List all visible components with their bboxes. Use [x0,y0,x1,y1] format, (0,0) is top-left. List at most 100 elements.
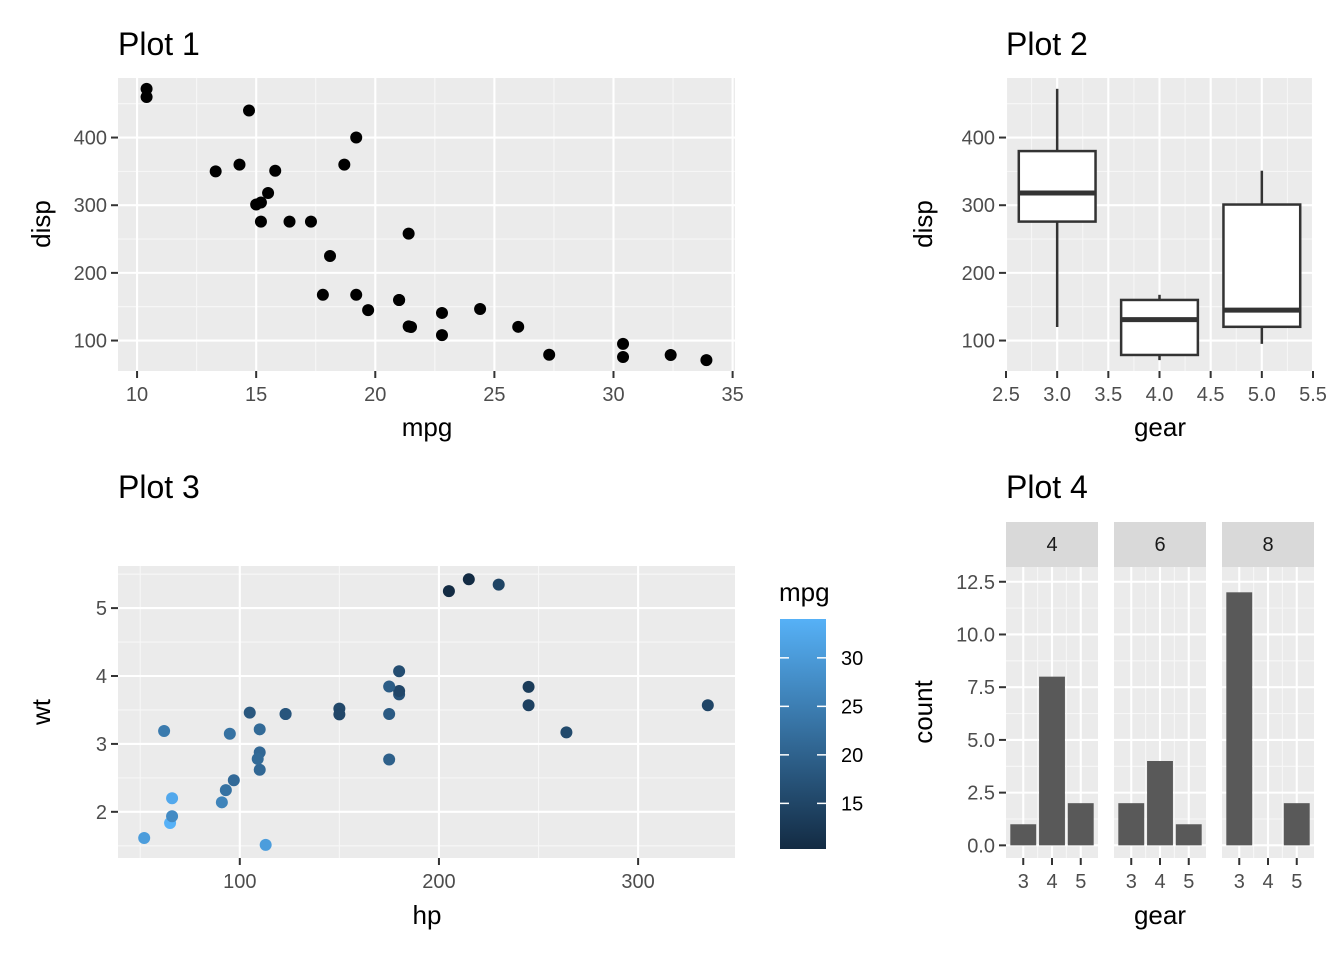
plot4-x-tick-label: 5 [1075,871,1086,893]
plot4-x-tick-label: 4 [1154,871,1165,893]
plot3-point [166,792,179,805]
plot2-x-tick-label: 3.0 [1043,384,1071,406]
plot1-x-tick-label: 15 [245,384,267,406]
plot1-point [362,304,375,317]
plot3-x-tick-label: 100 [223,871,256,893]
plot1-y-tick-label: 200 [74,263,107,285]
plot3-point [259,838,272,851]
plot4-bar [1118,803,1145,846]
plot2-x-axis-title: gear [1134,412,1186,442]
plot2-title: Plot 2 [1006,26,1088,62]
plot3-point [279,708,292,721]
plot1-point [435,306,448,319]
plot3-x-tick-label: 200 [422,871,455,893]
plot4-y-tick-label: 0.0 [967,835,995,857]
plot4-y-tick-label: 5.0 [967,730,995,752]
plot3-legend-title: mpg [779,577,830,607]
plot1-point [435,329,448,342]
plot2-y-tick-label: 300 [962,195,995,217]
plot3-point [393,684,406,697]
plot4-x-tick-label: 3 [1126,871,1137,893]
plot3-colorbar [780,619,826,849]
plot1-point [474,302,487,315]
plot3-y-tick-label: 2 [96,802,107,824]
plot1-point [269,164,282,177]
plot3-legend-ticks: 15 20 25 30 [780,648,863,815]
plot1-point [209,165,222,178]
plot1-point [140,90,153,103]
plot3-point [219,784,232,797]
plot1-point [233,158,246,171]
plot1-x-tick-label: 35 [721,384,743,406]
plot1-y-tick-label: 300 [74,195,107,217]
plot4-x-tick-label: 3 [1234,871,1245,893]
plot4-facet-strip [1006,522,1098,567]
plot2-x-tick-label: 5.0 [1248,384,1276,406]
plot4-x-axis-title: gear [1134,900,1186,930]
plot2-x-tick-label: 2.5 [992,384,1020,406]
plot3-point [383,680,396,693]
plot2-y-axis-title: disp [908,200,938,248]
plot4-y-axis-title: count [908,679,938,743]
plot1-point [304,215,317,228]
plot1-point [402,227,415,240]
plot3-point [158,725,171,738]
plot3-y-axis-title: wt [26,698,56,726]
plot1-point [350,131,363,144]
plot3-point [383,753,396,766]
plot1-x-tick-label: 30 [602,384,624,406]
plot3-point [223,727,236,740]
plot1-point [402,320,415,333]
plot1-title: Plot 1 [118,26,200,62]
plot4-facet-strip-label: 4 [1046,534,1057,556]
plot3-legend-tick-label: 15 [841,793,863,815]
plot2-y-tick-label: 200 [962,263,995,285]
plot4-bar [1283,803,1310,846]
plot3-point [492,578,505,591]
plot4-x-tick-label: 5 [1291,871,1302,893]
plot1-point [617,337,630,350]
plot1-y-tick-label: 400 [74,128,107,150]
plot3-point [227,774,240,787]
plot3-point [251,752,264,765]
plot2-y-tick-label: 400 [962,128,995,150]
plot3-legend-tick-label: 20 [841,745,863,767]
plot3-point [442,585,455,598]
plot1-point [617,350,630,363]
plot2-x-tick-label: 5.5 [1299,384,1327,406]
plot3-y-tick-label: 5 [96,598,107,620]
plot2-box [1119,298,1200,357]
plot3-point [383,708,396,721]
plot1-point [262,187,275,200]
plot4-bar [1010,824,1037,846]
plot3-point [253,723,266,736]
plot1-x-tick-label: 25 [483,384,505,406]
plot4-facet-strip-label: 8 [1262,534,1273,556]
plot4-facet-strip [1222,522,1314,567]
plot3-point [253,763,266,776]
plot3-y-tick-label: 3 [96,734,107,756]
plot3-point [333,708,346,721]
plot3-point [215,796,228,809]
plot3-point [701,699,714,712]
plot1-x-tick-label: 20 [364,384,386,406]
plot3-y-tick-label: 4 [96,666,107,688]
plot4-bar [1067,803,1094,846]
plot1-x-tick-label: 10 [126,384,148,406]
plot2-box [1017,149,1097,223]
plot2-x-tick-label: 4.5 [1197,384,1225,406]
plot3-x-tick-label: 300 [621,871,654,893]
plot4-bar [1147,761,1173,846]
plot1-point [543,348,556,361]
plot1-y-tick-label: 100 [74,331,107,353]
plot4-bar [1039,676,1065,846]
plot3-panel [118,566,735,858]
plot3-point [462,573,475,586]
plot3-point [522,680,535,693]
plot2-x-tick-label: 4.0 [1146,384,1174,406]
plot3-legend-tick-label: 25 [841,696,863,718]
plot3-point [560,726,573,739]
plot4-bar [1226,592,1253,846]
plot4-y-tick-label: 12.5 [956,572,995,594]
